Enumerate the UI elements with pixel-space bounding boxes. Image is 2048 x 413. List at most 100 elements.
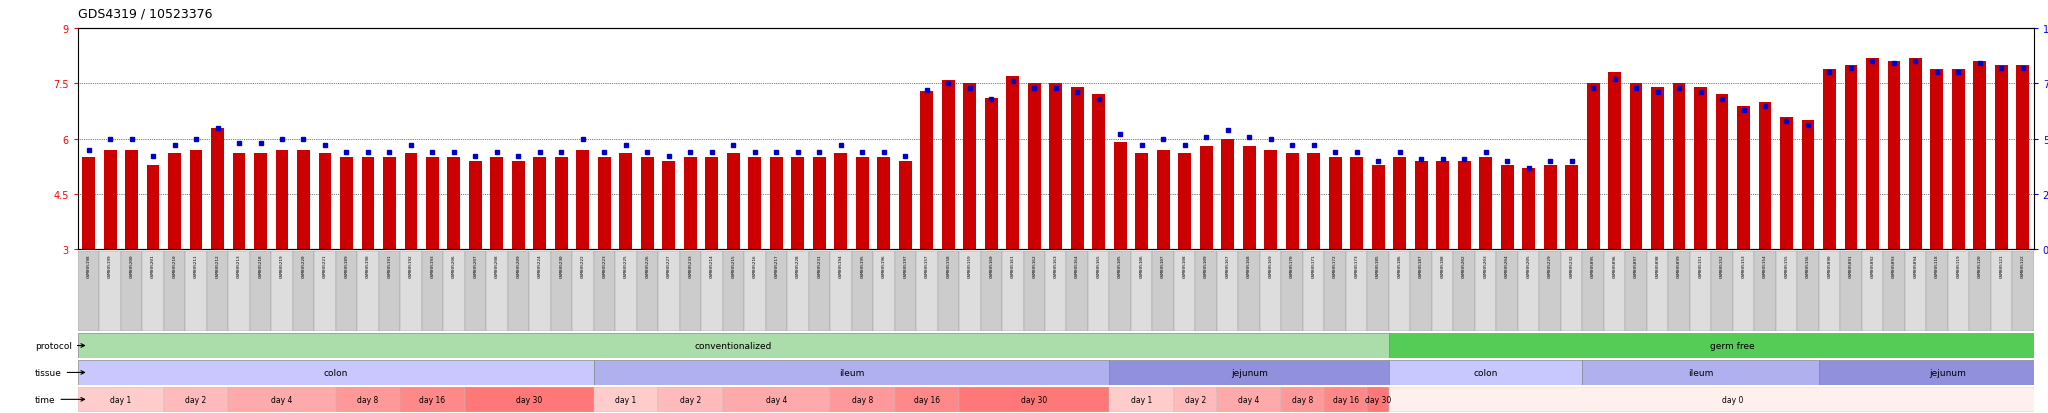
Text: GSM805203: GSM805203 (1483, 254, 1487, 277)
Bar (233, 154, 246, 250)
Bar (78, 251, 98, 332)
Text: GSM805159: GSM805159 (969, 254, 971, 277)
Bar (1544, 165, 1556, 250)
Text: GSM805224: GSM805224 (539, 254, 543, 277)
Text: day 30: day 30 (516, 395, 543, 404)
Text: day 16: day 16 (1333, 395, 1360, 404)
Bar (1669, 251, 1690, 332)
Bar (1651, 88, 1663, 250)
Bar (1991, 251, 2013, 332)
Bar (1583, 360, 1819, 385)
Text: GSM805106: GSM805106 (1141, 254, 1143, 277)
Bar (829, 251, 852, 332)
Text: GSM805171: GSM805171 (1311, 254, 1315, 277)
Text: day 1: day 1 (614, 395, 637, 404)
Bar (270, 251, 293, 332)
Text: GSM805223: GSM805223 (602, 254, 606, 277)
Bar (1001, 251, 1024, 332)
Text: GSM805167: GSM805167 (1225, 254, 1229, 277)
Bar (877, 158, 891, 250)
Bar (1819, 360, 2048, 385)
Text: GSM805186: GSM805186 (1397, 254, 1401, 277)
Bar (1737, 106, 1749, 250)
Bar (207, 251, 227, 332)
Bar (465, 387, 594, 412)
Bar (1436, 161, 1450, 250)
Bar (1690, 251, 1712, 332)
Bar (1368, 251, 1389, 332)
Bar (1157, 150, 1169, 250)
Text: GSM805212: GSM805212 (215, 254, 219, 277)
Text: GSM805195: GSM805195 (860, 254, 864, 277)
Bar (1905, 251, 1927, 332)
Bar (1087, 251, 1110, 332)
Text: day 4: day 4 (1239, 395, 1260, 404)
Text: GSM805209: GSM805209 (516, 254, 520, 277)
Bar (985, 99, 997, 250)
Bar (705, 158, 719, 250)
Text: GSM805119: GSM805119 (1956, 254, 1960, 277)
Bar (770, 158, 782, 250)
Text: GSM805216: GSM805216 (754, 254, 758, 277)
Text: GSM805165: GSM805165 (1098, 254, 1100, 277)
Bar (1673, 84, 1686, 250)
Text: GSM805217: GSM805217 (774, 254, 778, 277)
Bar (164, 387, 227, 412)
Bar (336, 251, 356, 332)
Bar (1006, 77, 1020, 250)
Bar (618, 154, 633, 250)
Bar (598, 158, 610, 250)
Bar (254, 154, 266, 250)
Bar (555, 158, 567, 250)
Bar (594, 251, 614, 332)
Bar (1130, 251, 1153, 332)
Bar (1561, 251, 1583, 332)
Bar (1866, 58, 1878, 250)
Bar (809, 251, 829, 332)
Text: jejunum: jejunum (1231, 368, 1268, 377)
Text: GSM805164: GSM805164 (1075, 254, 1079, 277)
Bar (551, 251, 571, 332)
Text: day 30: day 30 (1022, 395, 1047, 404)
Text: day 16: day 16 (420, 395, 446, 404)
Bar (297, 150, 309, 250)
Text: GSM805207: GSM805207 (473, 254, 477, 277)
Bar (1264, 150, 1278, 250)
Text: GSM805232: GSM805232 (1569, 254, 1573, 277)
Bar (528, 251, 551, 332)
Bar (684, 158, 696, 250)
Bar (1217, 251, 1239, 332)
Bar (399, 387, 465, 412)
Bar (1587, 84, 1599, 250)
Text: GSM805233: GSM805233 (688, 254, 692, 277)
Text: GSM805198: GSM805198 (86, 254, 90, 277)
Text: GSM805096: GSM805096 (1612, 254, 1616, 277)
Bar (1325, 387, 1368, 412)
Text: GSM805121: GSM805121 (1999, 254, 2003, 277)
Text: GSM805160: GSM805160 (989, 254, 993, 277)
Bar (1286, 154, 1298, 250)
Bar (442, 251, 465, 332)
Bar (340, 158, 352, 250)
Text: GSM805204: GSM805204 (1505, 254, 1509, 277)
Text: GSM805205: GSM805205 (1526, 254, 1530, 277)
Text: GSM805225: GSM805225 (625, 254, 629, 277)
Bar (1174, 387, 1217, 412)
Bar (1755, 251, 1776, 332)
Bar (250, 251, 270, 332)
Bar (336, 387, 399, 412)
Bar (1243, 147, 1255, 250)
Text: GSM805218: GSM805218 (258, 254, 262, 277)
Text: GSM805168: GSM805168 (1247, 254, 1251, 277)
Bar (1260, 251, 1282, 332)
Bar (1948, 251, 1970, 332)
Text: GSM805097: GSM805097 (1634, 254, 1638, 277)
Bar (637, 251, 657, 332)
Text: GSM805118: GSM805118 (1935, 254, 1939, 277)
Bar (1884, 251, 1905, 332)
Bar (748, 158, 762, 250)
Text: ileum: ileum (1688, 368, 1714, 377)
Bar (227, 387, 336, 412)
Bar (1888, 62, 1901, 250)
Text: GSM805188: GSM805188 (1440, 254, 1444, 277)
